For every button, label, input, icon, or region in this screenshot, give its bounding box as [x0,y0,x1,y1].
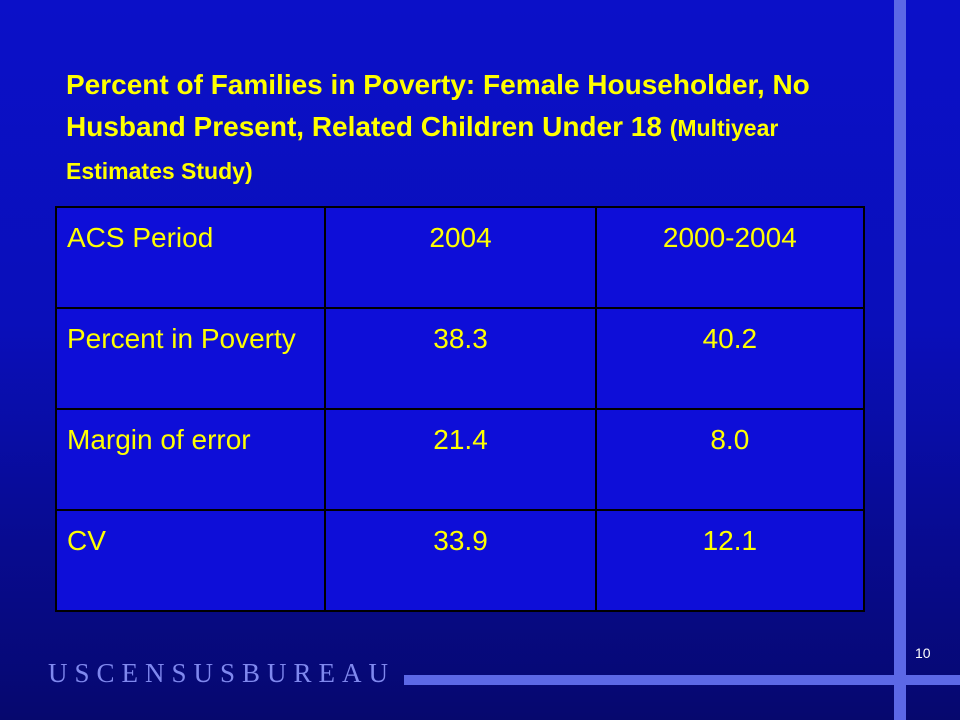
table-row: CV 33.9 12.1 [54,509,866,612]
page-number: 10 [915,645,931,661]
slide-title-main: Percent of Families in Poverty: Female H… [66,69,810,142]
table-cell: 12.1 [594,509,866,612]
slide-title-sub: (Multiyear Estimates Study) [66,115,779,184]
table-cell: 2000-2004 [594,206,866,309]
table-cell: 8.0 [594,408,866,511]
slide-title: Percent of Families in Poverty: Female H… [66,64,866,192]
table-cell: 33.9 [324,509,597,612]
table-cell: ACS Period [54,206,327,309]
table-cell: Margin of error [54,408,327,511]
table-row: Margin of error 21.4 8.0 [54,408,866,511]
census-bureau-logo: USCENSUSBUREAU [48,658,396,688]
table-row: ACS Period 2004 2000-2004 [54,206,866,309]
poverty-table: ACS Period 2004 2000-2004 Percent in Pov… [54,206,866,612]
table-cell: 40.2 [594,307,866,410]
vertical-accent-line [894,0,906,720]
table-cell: Percent in Poverty [54,307,327,410]
table-row: Percent in Poverty 38.3 40.2 [54,307,866,410]
table-cell: CV [54,509,327,612]
table-cell: 38.3 [324,307,597,410]
table-cell: 2004 [324,206,597,309]
horizontal-accent-line [404,675,960,685]
table-cell: 21.4 [324,408,597,511]
